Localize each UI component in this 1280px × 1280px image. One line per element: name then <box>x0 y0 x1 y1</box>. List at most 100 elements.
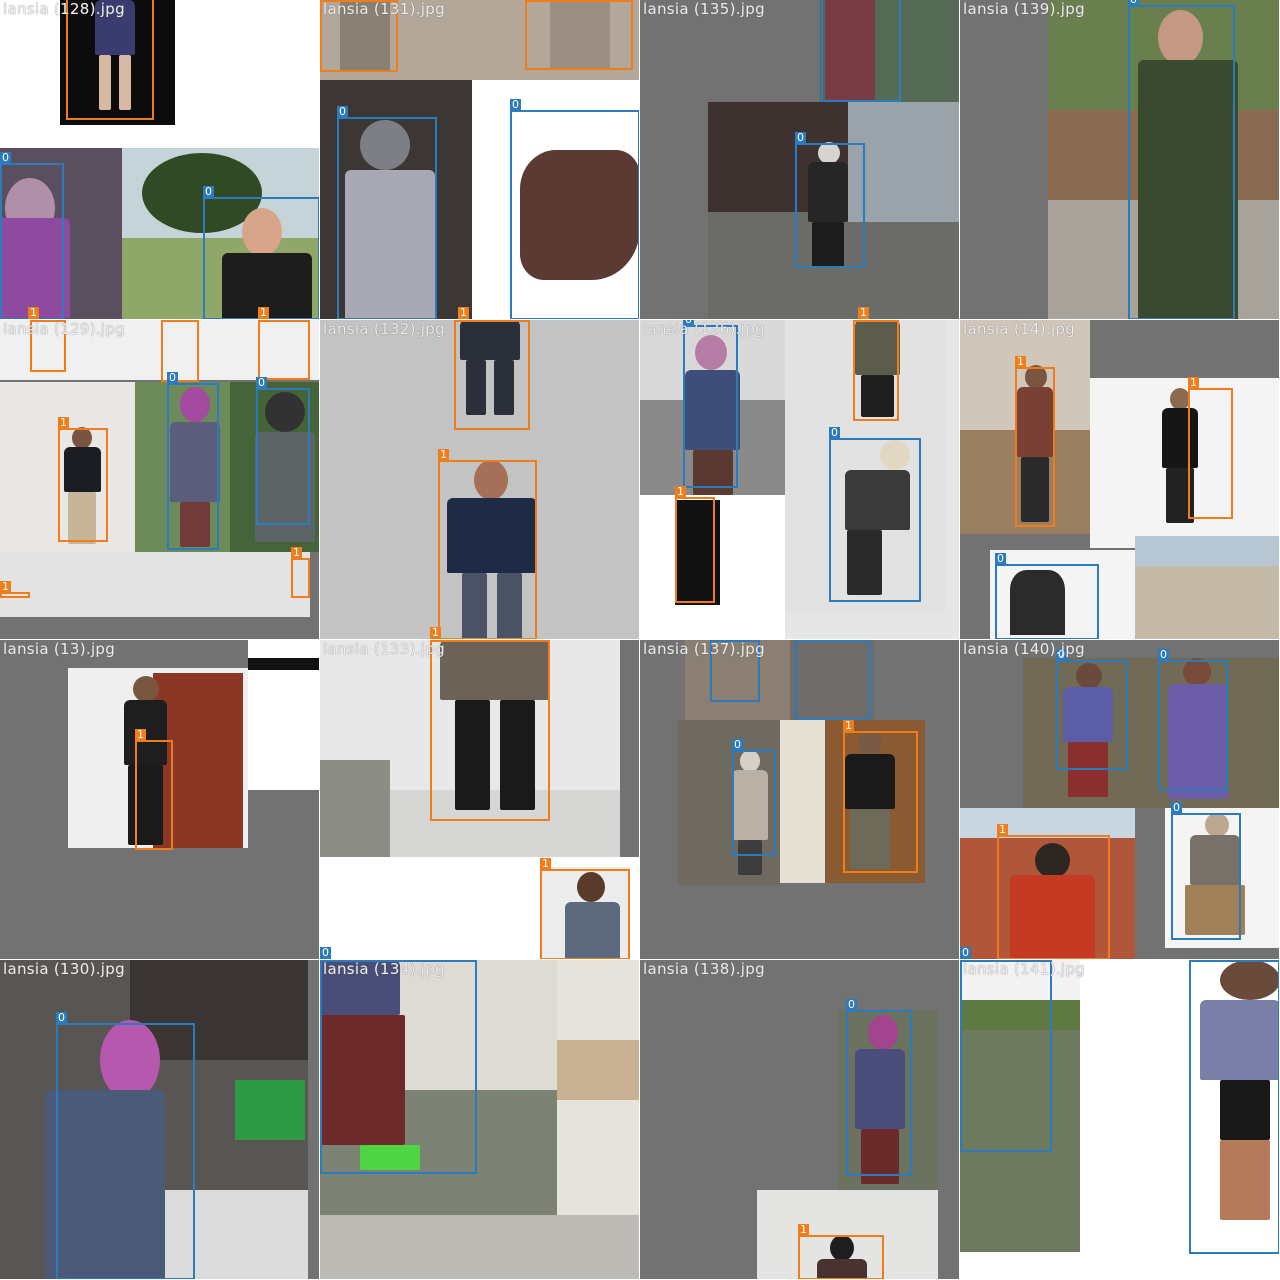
class-label: 1 <box>798 1223 809 1236</box>
photo-region <box>708 102 960 320</box>
class-label: 1 <box>540 857 551 870</box>
mosaic-tile: lansia (134).jpg <box>320 960 640 1280</box>
photo-region <box>557 960 640 1215</box>
mosaic-tile: 0 0 1 1 lansia (128).jpg <box>0 0 320 320</box>
detection-box: 0 <box>167 372 219 550</box>
class-label: 1 <box>997 823 1008 836</box>
detection-box: 1 <box>258 307 269 320</box>
detection-box: 1 <box>135 729 173 850</box>
filename-label: lansia (140).jpg <box>963 640 1085 658</box>
class-label: 1 <box>258 306 269 319</box>
detection-box: 0 <box>683 320 738 488</box>
photo-region <box>122 148 320 320</box>
detection-box: 0 <box>829 427 921 602</box>
detection-box: 0 <box>337 106 437 320</box>
mosaic-tile: 0 lansia (139).jpg <box>960 0 1280 320</box>
detection-box: 1 <box>540 858 630 960</box>
detection-box: 1 <box>58 417 108 542</box>
detection-box: 0 <box>1128 0 1235 320</box>
photo-region <box>320 640 620 857</box>
class-label: 0 <box>732 738 743 751</box>
photo-region <box>1048 0 1280 320</box>
detection-box: 0 <box>732 739 776 856</box>
photo-region <box>320 0 640 80</box>
detection-box: 1 <box>853 320 899 421</box>
class-label: 0 <box>1171 801 1182 814</box>
class-label: 0 <box>256 376 267 389</box>
detection-box <box>320 960 477 1174</box>
detection-box <box>821 0 901 102</box>
photo-region <box>685 640 790 720</box>
detection-box: 1 <box>843 720 918 873</box>
filename-label: lansia (129).jpg <box>3 320 125 338</box>
detection-box: 0 <box>1171 802 1241 940</box>
mosaic-tile: 1 lansia (13).jpg <box>0 640 320 960</box>
detection-box: 0 <box>960 947 971 960</box>
photo-region <box>640 320 785 495</box>
class-label: 1 <box>438 448 449 461</box>
detection-box: 0 <box>995 553 1099 640</box>
class-label: 1 <box>28 306 39 319</box>
detection-box: 1 <box>454 320 530 430</box>
detection-box <box>161 320 199 382</box>
filename-label: lansia (14).jpg <box>963 320 1076 338</box>
detection-box: 1 <box>458 307 469 320</box>
class-label: 0 <box>960 946 971 959</box>
class-label: 1 <box>135 728 146 741</box>
class-label: 1 <box>1015 355 1026 368</box>
class-label: 1 <box>58 416 69 429</box>
detection-box: 0 <box>1158 649 1228 791</box>
class-label: 0 <box>710 640 721 641</box>
detection-box: 0 <box>203 186 320 320</box>
mosaic-tile: 1 1 1 0 0 1 1 lansia (129).jpg <box>0 320 320 640</box>
photo-region <box>785 320 945 612</box>
class-label: 1 <box>853 320 864 321</box>
mosaic-tile: 0 1 1 0 lansia (136).jpg <box>640 320 960 640</box>
photo-region <box>320 1215 640 1280</box>
photo-region <box>640 495 785 640</box>
class-label: 1 <box>30 320 41 321</box>
detection-box: 1 <box>258 320 310 380</box>
filename-label: lansia (133).jpg <box>323 640 445 658</box>
class-label: 0 <box>829 426 840 439</box>
detection-box: 0 <box>795 640 871 720</box>
photo-region <box>320 857 640 960</box>
detection-box: 1 <box>0 581 30 598</box>
class-label: 0 <box>795 640 806 641</box>
detection-box: 1 <box>858 307 869 320</box>
filename-label: lansia (132).jpg <box>323 320 445 338</box>
detection-box <box>66 0 154 120</box>
detection-box: 1 <box>28 307 39 320</box>
photo-region <box>68 668 248 848</box>
filename-label: lansia (136).jpg <box>643 320 765 338</box>
class-label: 0 <box>683 320 694 326</box>
class-label: 0 <box>320 946 331 959</box>
class-label: 0 <box>167 371 178 384</box>
detection-box: 0 <box>710 640 760 702</box>
photo-region <box>790 640 875 720</box>
filename-label: lansia (131).jpg <box>323 0 445 18</box>
detection-box <box>430 640 550 821</box>
mosaic-tile: 1 0 lansia (133).jpg <box>320 640 640 960</box>
photo-region <box>820 0 960 102</box>
mosaic-tile: 0 0 0 1 lansia (137).jpg <box>640 640 960 960</box>
class-label: 1 <box>258 320 269 321</box>
class-label: 0 <box>203 185 214 198</box>
class-label: 0 <box>846 998 857 1011</box>
detection-box <box>525 0 633 70</box>
detection-box <box>320 0 398 72</box>
class-label: 1 <box>430 626 441 639</box>
photo-region <box>1165 808 1280 948</box>
mosaic-tile: 0 1 lansia (138).jpg <box>640 960 960 1280</box>
detection-box: 0 <box>846 999 912 1176</box>
class-label: 0 <box>510 98 521 111</box>
class-label: 0 <box>995 552 1006 565</box>
class-label: 0 <box>795 131 806 144</box>
detection-box <box>1189 960 1280 1254</box>
mosaic-tile: 1 1 0 lansia (14).jpg <box>960 320 1280 640</box>
class-label: 1 <box>1188 376 1199 389</box>
detection-box: 0 <box>256 377 310 525</box>
photo-region <box>320 80 472 320</box>
detection-box: 1 <box>997 824 1110 960</box>
